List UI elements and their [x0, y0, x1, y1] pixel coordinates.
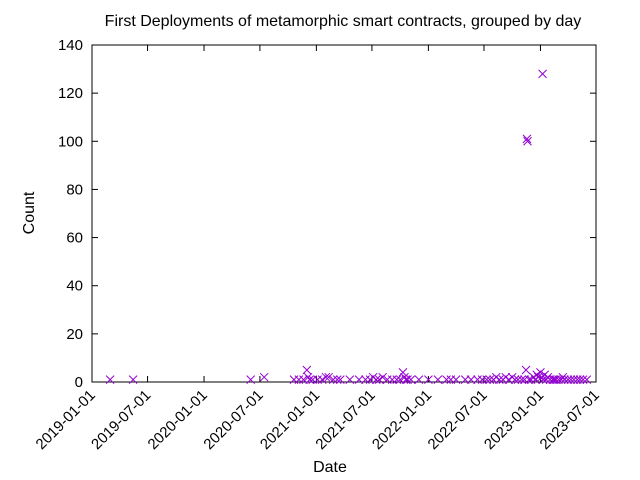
data-point	[558, 372, 568, 382]
data-point	[549, 375, 559, 384]
data-point	[398, 368, 408, 377]
data-point	[575, 375, 585, 384]
data-point	[556, 375, 566, 384]
data-point	[442, 375, 451, 384]
x-tick-label: 2019-07-01	[88, 387, 154, 453]
data-point	[259, 372, 269, 382]
data-point	[321, 372, 331, 382]
data-point	[538, 69, 547, 79]
data-point	[294, 375, 304, 384]
y-tick-label: 80	[66, 181, 83, 198]
data-point	[433, 375, 443, 384]
data-point	[313, 375, 322, 384]
data-point	[332, 375, 342, 384]
data-point	[466, 375, 476, 384]
data-point	[541, 375, 551, 384]
y-tick-label: 140	[58, 37, 83, 54]
data-points	[105, 69, 592, 384]
x-axis-label: Date	[313, 459, 347, 476]
y-axis-label: Count	[21, 191, 38, 234]
data-point	[246, 375, 256, 384]
data-point	[520, 375, 529, 384]
data-point	[521, 365, 531, 375]
data-point	[354, 375, 364, 384]
data-point	[387, 375, 397, 384]
data-point	[451, 375, 461, 384]
data-point	[403, 375, 412, 384]
x-tick-label: 2023-07-01	[537, 387, 603, 453]
data-point	[477, 375, 487, 384]
x-tick-label: 2020-07-01	[200, 387, 266, 453]
data-point	[485, 375, 495, 384]
data-point	[524, 375, 534, 384]
data-point	[560, 375, 569, 384]
data-point	[569, 375, 579, 384]
data-point	[128, 375, 138, 384]
data-point	[510, 375, 520, 384]
data-point	[302, 365, 312, 375]
x-tick-label: 2022-07-01	[425, 387, 491, 453]
plot-area-border	[91, 44, 597, 383]
x-tick-label: 2021-07-01	[312, 387, 378, 453]
y-axis: 0 20 40 60 80 100 120 140	[58, 37, 596, 391]
y-tick-label: 0	[75, 374, 83, 391]
data-point	[299, 375, 308, 384]
y-tick-label: 100	[58, 133, 83, 150]
data-point	[345, 375, 355, 384]
data-point	[378, 372, 388, 382]
x-tick-label: 2020-01-01	[145, 387, 211, 453]
data-point	[328, 375, 338, 384]
x-axis: 2019-01-012019-07-012020-01-012020-07-01…	[33, 45, 603, 453]
data-point	[424, 375, 433, 384]
y-tick-label: 40	[66, 278, 83, 295]
data-point	[566, 375, 576, 384]
data-point	[532, 370, 542, 380]
data-point	[522, 134, 532, 144]
data-point	[578, 375, 588, 384]
data-point	[335, 375, 345, 384]
data-point	[473, 375, 482, 384]
data-point	[105, 375, 115, 384]
data-point	[392, 375, 402, 384]
data-point	[517, 375, 527, 384]
y-tick-label: 60	[66, 230, 83, 247]
data-point	[494, 375, 504, 384]
data-point	[303, 372, 313, 382]
data-point	[523, 136, 532, 146]
data-point	[482, 375, 492, 384]
data-point	[538, 375, 548, 384]
data-point	[533, 372, 543, 382]
data-point	[361, 375, 370, 384]
y-tick-label: 120	[58, 85, 83, 102]
data-point	[324, 372, 334, 382]
data-point	[414, 375, 424, 384]
data-point	[513, 375, 523, 384]
data-point	[582, 375, 592, 384]
data-point	[406, 375, 416, 384]
data-point	[371, 375, 381, 384]
y-tick-label: 20	[66, 326, 83, 343]
data-point	[317, 375, 327, 384]
data-point	[305, 375, 314, 384]
chart-title: First Deployments of metamorphic smart c…	[105, 13, 582, 30]
data-point	[536, 368, 545, 377]
